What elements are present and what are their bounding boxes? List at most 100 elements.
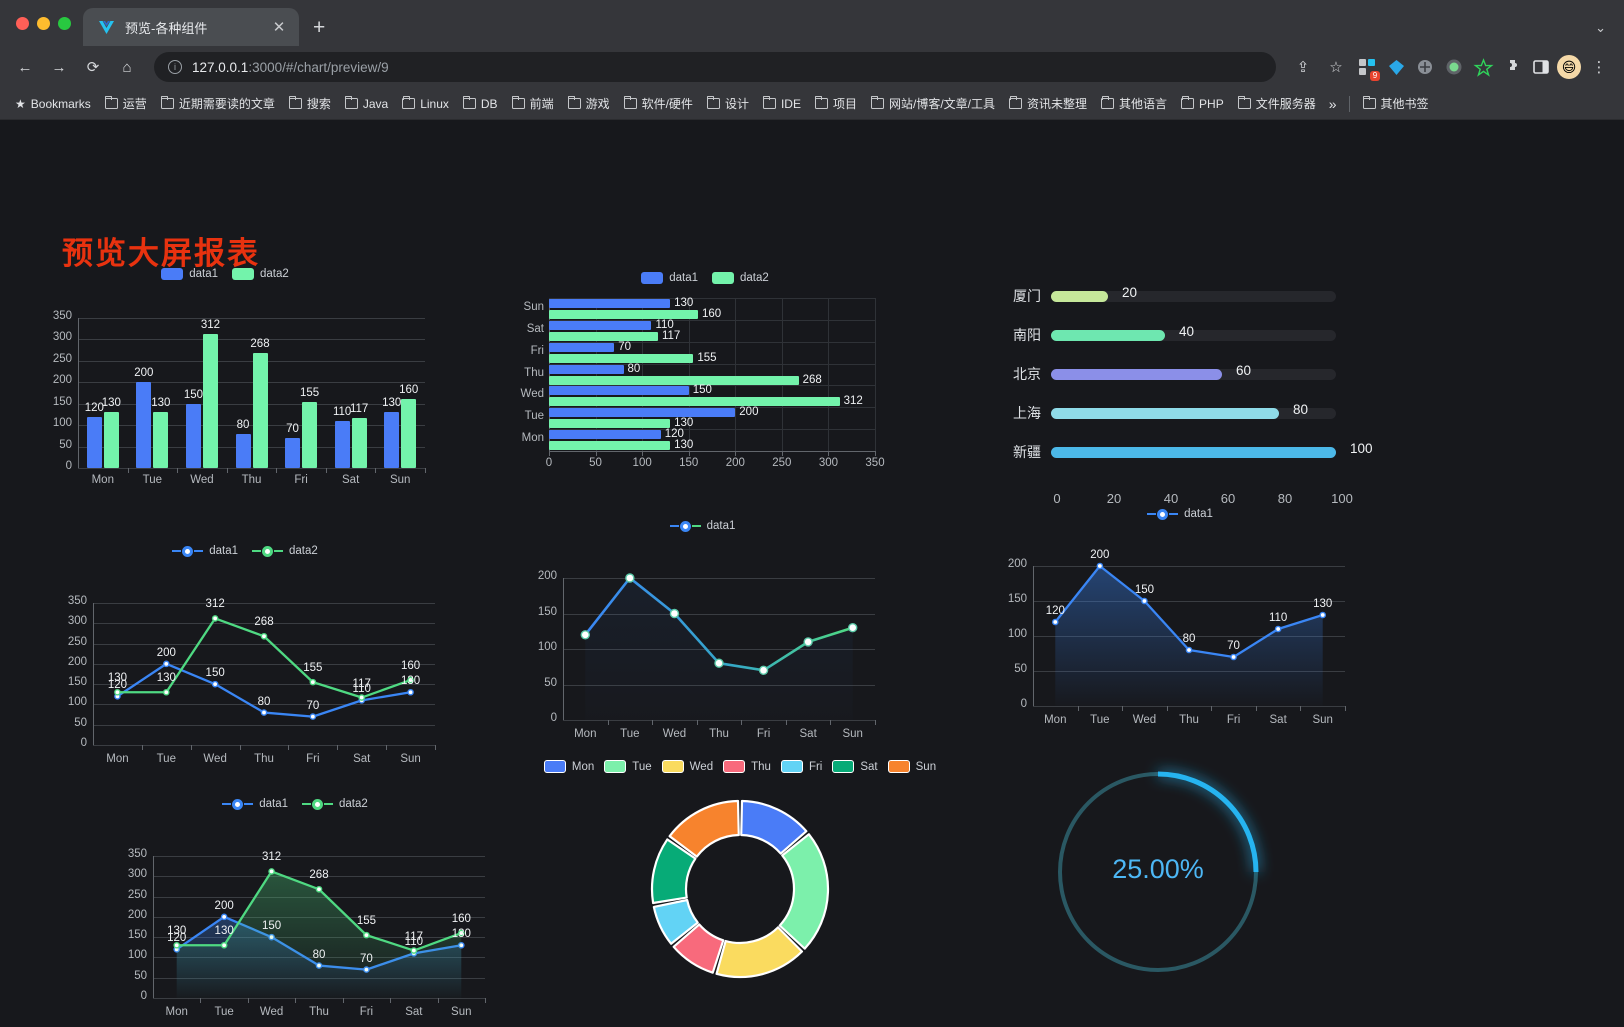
address-bar[interactable]: i 127.0.0.1:3000/#/chart/preview/9 — [154, 52, 1276, 82]
bookmark-folder-item[interactable]: Linux — [395, 94, 456, 114]
legend-item-data2[interactable]: data2 — [712, 272, 769, 284]
minimize-window-button[interactable] — [37, 16, 50, 30]
bookmark-folder-item[interactable]: Java — [338, 94, 395, 114]
window-controls[interactable] — [12, 0, 83, 46]
legend-item-mon[interactable]: Mon — [543, 760, 594, 773]
legend-item-thu[interactable]: Thu — [723, 760, 771, 773]
point-value-label: 70 — [1227, 640, 1240, 652]
bookmarks-manager-item[interactable]: ★ Bookmarks — [8, 94, 98, 114]
bar — [549, 375, 799, 385]
chevron-down-icon[interactable]: ⌄ — [1595, 20, 1606, 35]
new-tab-button[interactable]: + — [313, 16, 326, 39]
progress-track[interactable] — [1051, 329, 1336, 341]
side-panel-icon[interactable] — [1528, 54, 1554, 80]
browser-tab[interactable]: 预览-各种组件 ✕ — [83, 8, 299, 46]
bookmark-label: 网站/博客/文章/工具 — [888, 97, 995, 111]
legend-swatch — [832, 760, 855, 773]
diamond-extension-icon[interactable] — [1383, 54, 1409, 80]
bookmark-folder-item[interactable]: 游戏 — [561, 92, 617, 115]
bar — [384, 412, 400, 468]
legend-item-data2[interactable]: data2 — [232, 268, 289, 280]
bookmark-folder-item[interactable]: DB — [456, 94, 505, 114]
bookmark-label: 设计 — [724, 97, 749, 111]
bar — [153, 412, 169, 468]
legend-item-wed[interactable]: Wed — [661, 760, 714, 773]
bar — [351, 417, 367, 468]
maximize-window-button[interactable] — [58, 16, 71, 30]
point-value-label: 70 — [306, 699, 320, 712]
legend-item-tue[interactable]: Tue — [604, 760, 652, 773]
legend-item-data1[interactable]: data1 — [669, 520, 735, 532]
clover-extension-icon[interactable] — [1412, 54, 1438, 80]
bookmark-folder-item[interactable]: 前端 — [505, 92, 561, 115]
bookmark-folder-item[interactable]: IDE — [756, 94, 808, 114]
legend-item-data1[interactable]: data1 — [161, 268, 218, 280]
progress-value: 60 — [1236, 363, 1252, 378]
browser-menu-icon[interactable]: ⋮ — [1591, 59, 1607, 76]
legend-item-sat[interactable]: Sat — [832, 760, 878, 773]
legend-item-data1[interactable]: data1 — [172, 545, 238, 557]
circle-extension-icon[interactable] — [1441, 54, 1467, 80]
profile-avatar[interactable]: 😄 — [1557, 55, 1581, 79]
legend-line-marker — [1147, 508, 1179, 520]
progress-track[interactable] — [1051, 407, 1336, 419]
share-icon[interactable]: ⇪ — [1296, 59, 1310, 76]
point-value-label: 160 — [400, 660, 421, 673]
forward-button[interactable]: → — [51, 58, 67, 76]
bookmark-label: 前端 — [529, 97, 554, 111]
grid-extension-icon[interactable]: 9 — [1354, 54, 1380, 81]
legend-swatch — [887, 760, 910, 773]
legend-item-data1[interactable]: data1 — [222, 798, 288, 810]
reload-button[interactable]: ⟳ — [86, 59, 100, 76]
progress-track[interactable] — [1051, 290, 1336, 302]
bookmark-star-icon[interactable]: ☆ — [1329, 59, 1343, 76]
progress-row: 南阳 40 — [995, 324, 1336, 345]
bookmark-folder-item[interactable]: 网站/博客/文章/工具 — [864, 92, 1002, 115]
legend-label: data1 — [209, 545, 238, 557]
star-extension-icon[interactable] — [1470, 54, 1496, 80]
legend: data1 data2 — [505, 272, 905, 284]
gauge-arc — [1157, 771, 1259, 873]
close-window-button[interactable] — [16, 16, 29, 30]
legend-item-fri[interactable]: Fri — [780, 760, 822, 773]
bookmark-folder-item[interactable]: 搜索 — [282, 92, 338, 115]
folder-icon — [344, 95, 358, 109]
bookmark-folder-item[interactable]: 其他语言 — [1094, 92, 1174, 115]
point-value-label: 110 — [352, 683, 371, 696]
puzzle-extension-icon[interactable] — [1499, 54, 1525, 80]
progress-track[interactable] — [1051, 368, 1336, 380]
site-info-icon[interactable]: i — [168, 60, 182, 74]
browser-chrome: 预览-各种组件 ✕ + ⌄ ← → ⟳ ⌂ i 127.0.0.1:3000/#… — [0, 0, 1624, 120]
legend-line-marker — [172, 545, 204, 557]
progress-track[interactable] — [1051, 446, 1336, 458]
bookmark-folder-item[interactable]: 文件服务器 — [1231, 92, 1323, 115]
home-button[interactable]: ⌂ — [122, 58, 132, 76]
bookmark-folder-item[interactable]: 近期需要读的文章 — [154, 92, 282, 115]
legend-item-data2[interactable]: data2 — [252, 545, 318, 557]
close-tab-button[interactable]: ✕ — [272, 18, 286, 36]
page-title: 预览大屏报表 — [62, 236, 260, 271]
bar-value-label: 130 — [674, 439, 694, 452]
bookmark-folder-item[interactable]: 资讯未整理 — [1002, 92, 1094, 115]
bookmarks-overflow-button[interactable]: » — [1328, 95, 1337, 112]
legend-item-data2[interactable]: data2 — [302, 798, 368, 810]
bookmark-folder-item[interactable]: 运营 — [98, 92, 154, 115]
other-bookmarks-folder[interactable]: 其他书签 — [1356, 92, 1436, 115]
bar-value-label: 268 — [802, 373, 822, 386]
bookmark-folder-item[interactable]: PHP — [1174, 94, 1231, 114]
bar — [549, 386, 689, 396]
back-button[interactable]: ← — [17, 58, 33, 76]
bookmark-folder-item[interactable]: 软件/硬件 — [617, 92, 700, 115]
legend-item-data1[interactable]: data1 — [1147, 508, 1213, 520]
bar — [549, 309, 699, 319]
legend-item-data1[interactable]: data1 — [641, 272, 698, 284]
progress-label: 北京 — [1013, 366, 1041, 382]
point-value-label: 200 — [1090, 549, 1110, 561]
legend-item-sun[interactable]: Sun — [887, 760, 936, 773]
bookmark-folder-item[interactable]: 项目 — [808, 92, 864, 115]
bookmark-label: 其他语言 — [1119, 97, 1168, 111]
legend-label: Wed — [689, 760, 714, 773]
point-value-label: 312 — [261, 851, 282, 864]
legend-swatch — [161, 268, 184, 280]
bookmark-folder-item[interactable]: 设计 — [700, 92, 756, 115]
